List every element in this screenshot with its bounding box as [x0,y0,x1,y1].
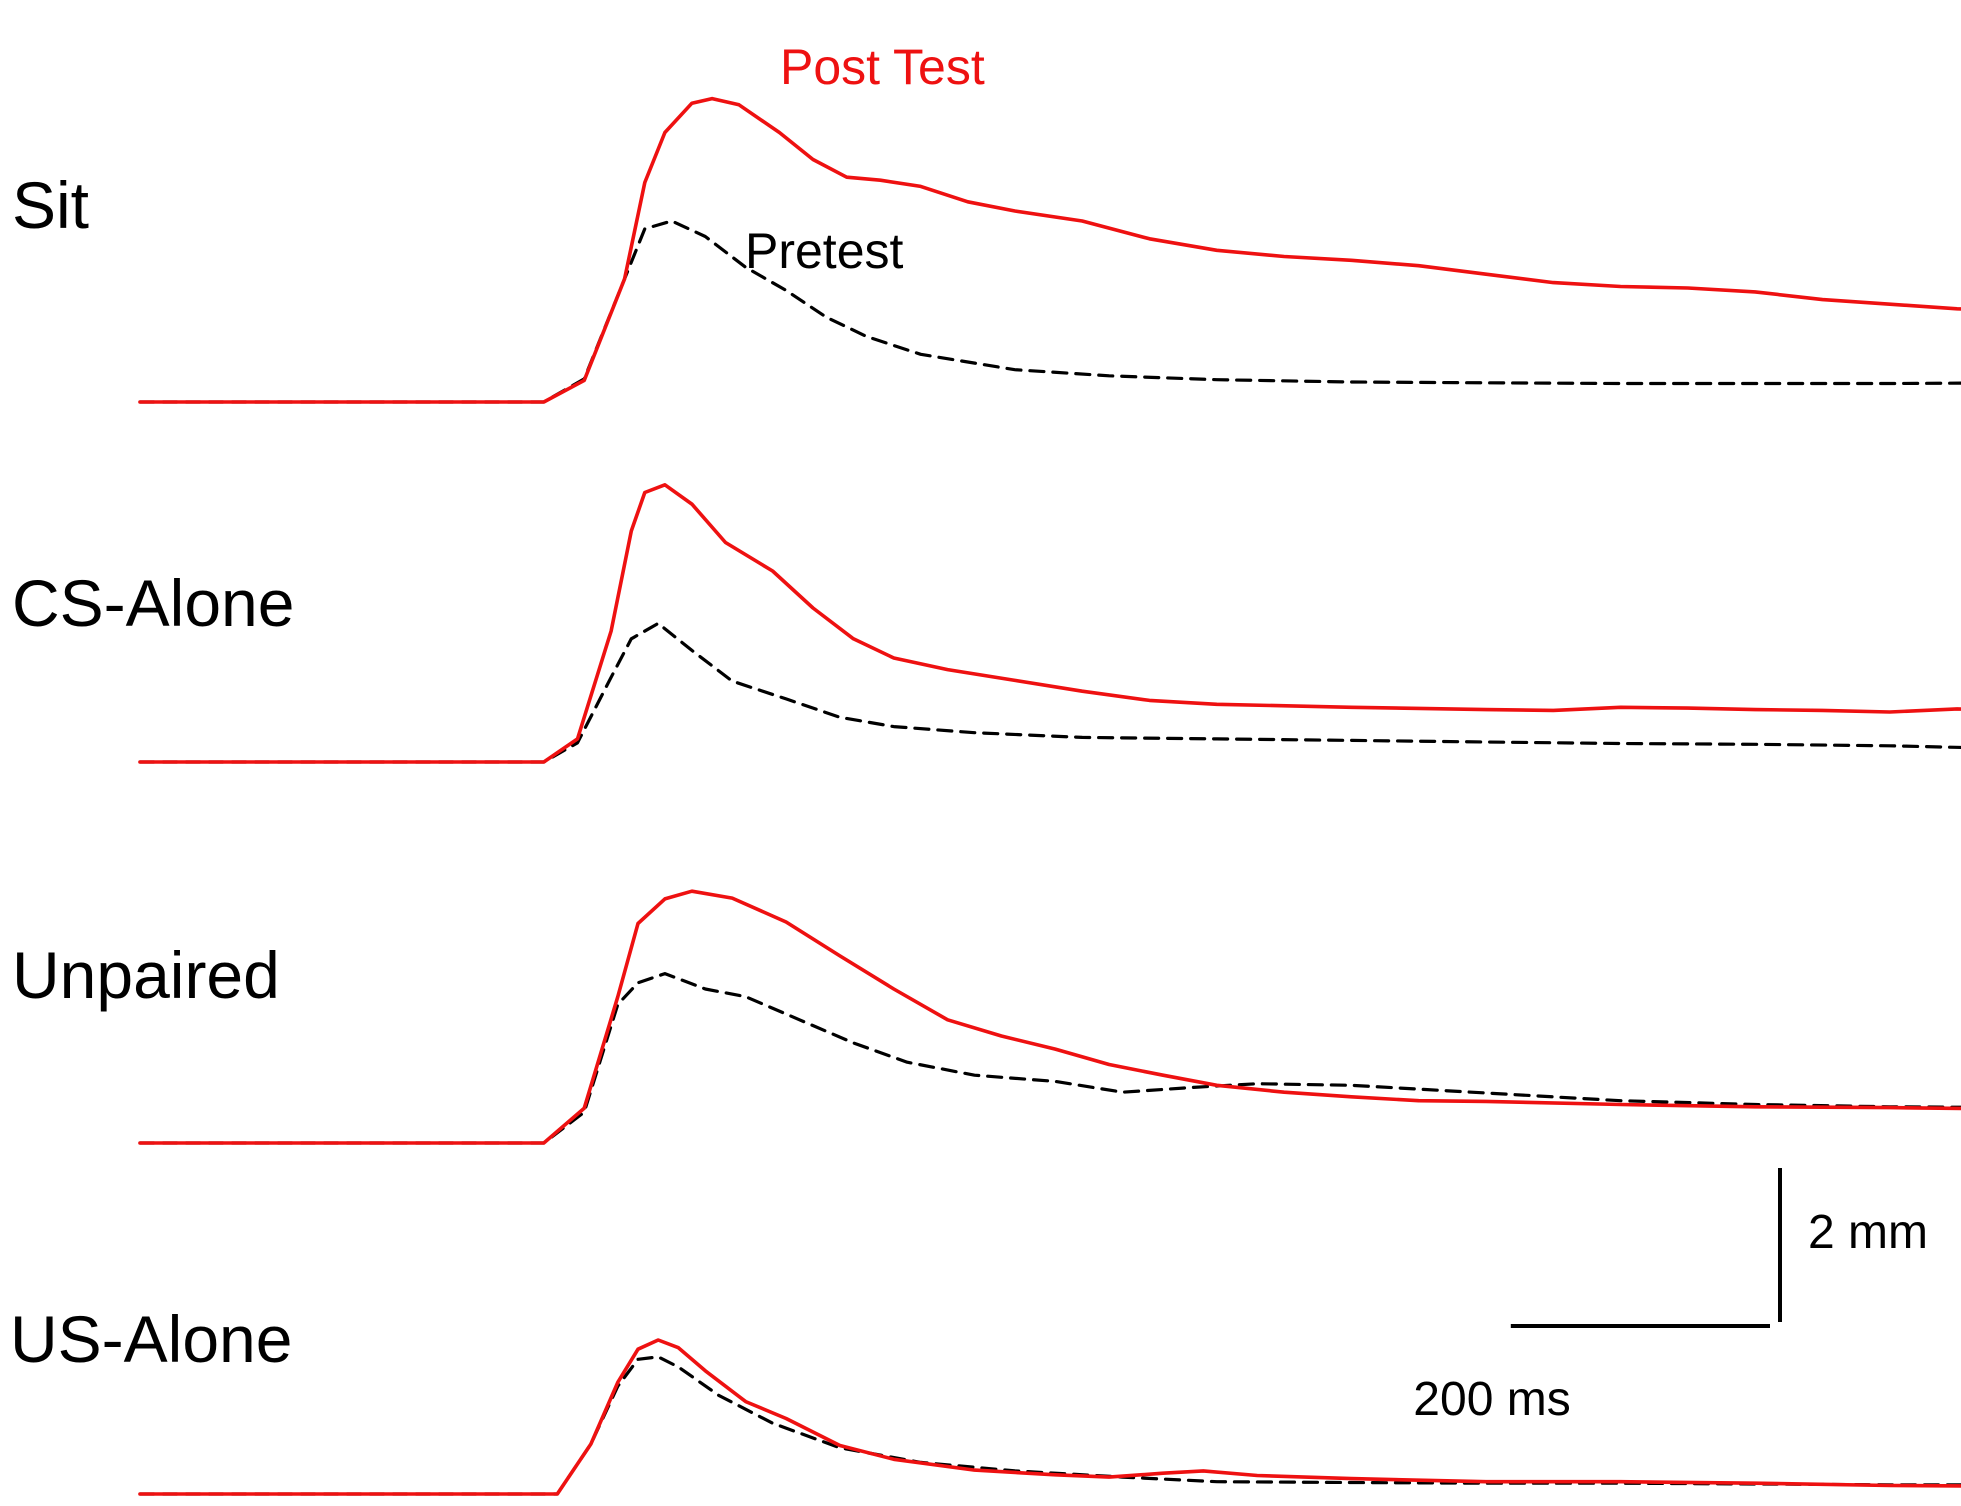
trace-label: Unpaired [12,938,280,1012]
trace-group-unpaired: Unpaired [12,889,1961,1145]
trace-group-sit: Sit [12,96,1961,404]
legend-post-test-label: Post Test [780,39,985,95]
traces-layer: Sit CS-Alone Unpaired US-Alone [10,96,1961,1496]
scale-bar-time-label: 200 ms [1413,1373,1570,1426]
post-test-trace [138,1338,1961,1496]
pretest-trace [138,621,1961,764]
post-test-trace [138,483,1961,764]
trace-label: Sit [12,168,89,242]
trace-group-us-alone: US-Alone [10,1302,1961,1496]
legend-pretest-label: Pretest [745,223,904,279]
trace-group-cs-alone: CS-Alone [12,483,1961,764]
scale-bar-amplitude-label: 2 mm [1808,1206,1928,1259]
post-test-trace [138,889,1961,1145]
trace-label: US-Alone [10,1302,292,1376]
pretest-trace [138,219,1961,404]
pretest-trace [138,972,1961,1145]
trace-label: CS-Alone [12,566,294,640]
post-test-trace [138,96,1961,404]
scale-bar: 200 ms 2 mm [1413,1168,1928,1426]
